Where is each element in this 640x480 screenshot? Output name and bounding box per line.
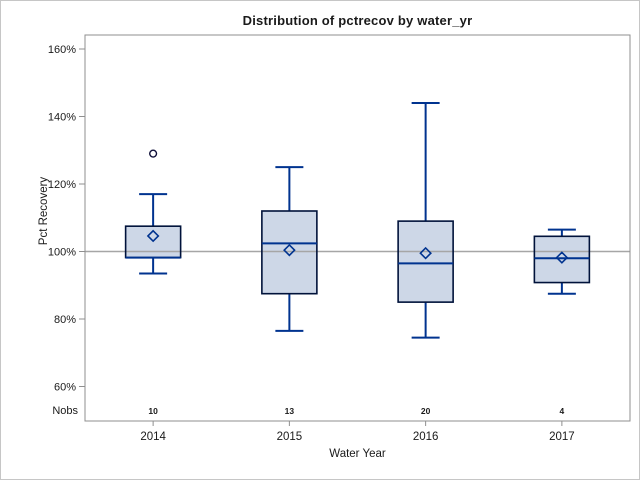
plot-frame: [84, 34, 631, 422]
box-fill-2016: [398, 221, 454, 303]
y-tick-label: 100%: [48, 247, 76, 259]
box-border-2017: [533, 235, 591, 284]
outlier-point-2014: [149, 149, 158, 158]
chart-title: Distribution of pctrecov by water_yr: [242, 13, 473, 28]
mean-diamond-2015: [283, 243, 296, 257]
y-tick-label: 120%: [48, 179, 76, 191]
nobs-value-2014: 10: [148, 406, 158, 416]
mean-diamond-2016: [419, 246, 432, 260]
nobs-value-2016: 20: [421, 406, 431, 416]
nobs-value-2015: 13: [285, 406, 295, 416]
x-tick-label-2016: 2016: [413, 431, 439, 443]
y-tick-label: 60%: [54, 382, 76, 394]
mean-diamond-2014: [146, 229, 160, 243]
nobs-row-label: Nobs: [52, 405, 78, 417]
x-tick-label-2014: 2014: [140, 431, 166, 443]
nobs-value-2017: 4: [560, 406, 565, 416]
x-tick-label-2017: 2017: [549, 431, 575, 443]
mean-diamond-2017: [555, 251, 569, 264]
box-border-2015: [261, 210, 318, 295]
y-tick-label: 160%: [48, 44, 76, 56]
x-axis-label: Water Year: [329, 448, 386, 460]
y-tick-label: 80%: [54, 314, 76, 326]
y-tick-label: 140%: [48, 112, 76, 124]
box-border-2016: [397, 220, 454, 303]
box-fill-2017: [534, 236, 590, 283]
x-tick-label-2015: 2015: [277, 431, 303, 443]
box-fill-2015: [261, 211, 317, 294]
